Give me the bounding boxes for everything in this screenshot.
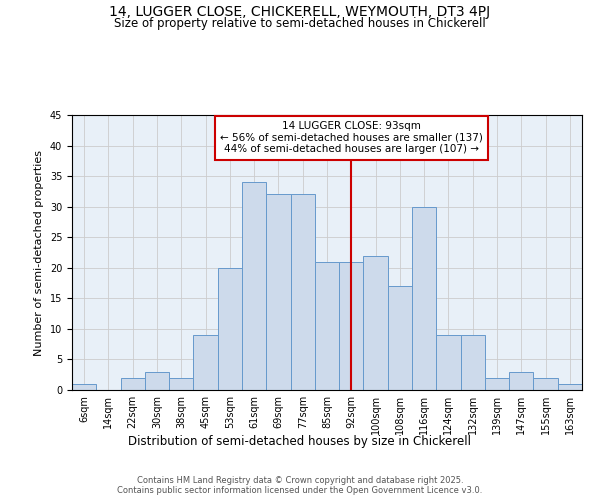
Text: Distribution of semi-detached houses by size in Chickerell: Distribution of semi-detached houses by …	[128, 435, 472, 448]
Y-axis label: Number of semi-detached properties: Number of semi-detached properties	[34, 150, 44, 356]
Bar	[145, 372, 169, 390]
Bar	[485, 378, 509, 390]
Bar	[388, 286, 412, 390]
Bar	[315, 262, 339, 390]
Bar	[412, 206, 436, 390]
Bar	[558, 384, 582, 390]
Text: Contains HM Land Registry data © Crown copyright and database right 2025.
Contai: Contains HM Land Registry data © Crown c…	[118, 476, 482, 495]
Bar	[121, 378, 145, 390]
Text: Size of property relative to semi-detached houses in Chickerell: Size of property relative to semi-detach…	[114, 18, 486, 30]
Bar	[266, 194, 290, 390]
Bar	[509, 372, 533, 390]
Bar	[339, 262, 364, 390]
Bar	[364, 256, 388, 390]
Bar	[461, 335, 485, 390]
Bar	[290, 194, 315, 390]
Text: 14 LUGGER CLOSE: 93sqm
← 56% of semi-detached houses are smaller (137)
44% of se: 14 LUGGER CLOSE: 93sqm ← 56% of semi-det…	[220, 121, 483, 154]
Bar	[72, 384, 96, 390]
Bar	[436, 335, 461, 390]
Bar	[533, 378, 558, 390]
Bar	[242, 182, 266, 390]
Text: 14, LUGGER CLOSE, CHICKERELL, WEYMOUTH, DT3 4PJ: 14, LUGGER CLOSE, CHICKERELL, WEYMOUTH, …	[109, 5, 491, 19]
Bar	[169, 378, 193, 390]
Bar	[218, 268, 242, 390]
Bar	[193, 335, 218, 390]
